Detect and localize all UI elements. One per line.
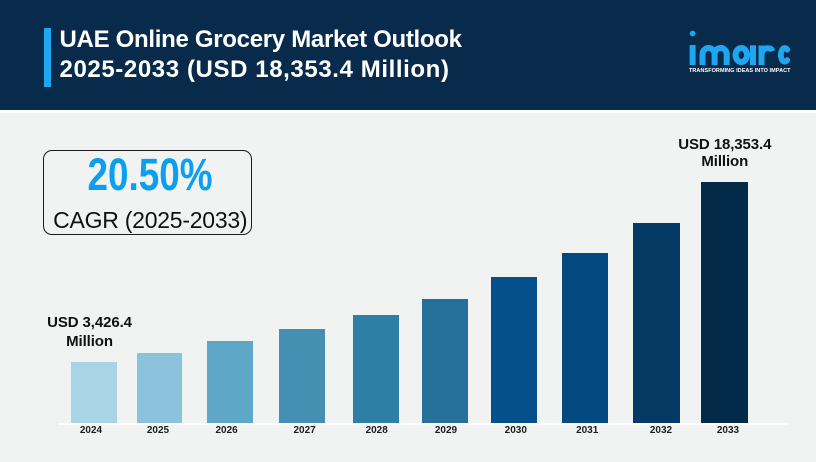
svg-text:TRANSFORMING IDEAS INTO IMPACT: TRANSFORMING IDEAS INTO IMPACT [689, 68, 791, 74]
